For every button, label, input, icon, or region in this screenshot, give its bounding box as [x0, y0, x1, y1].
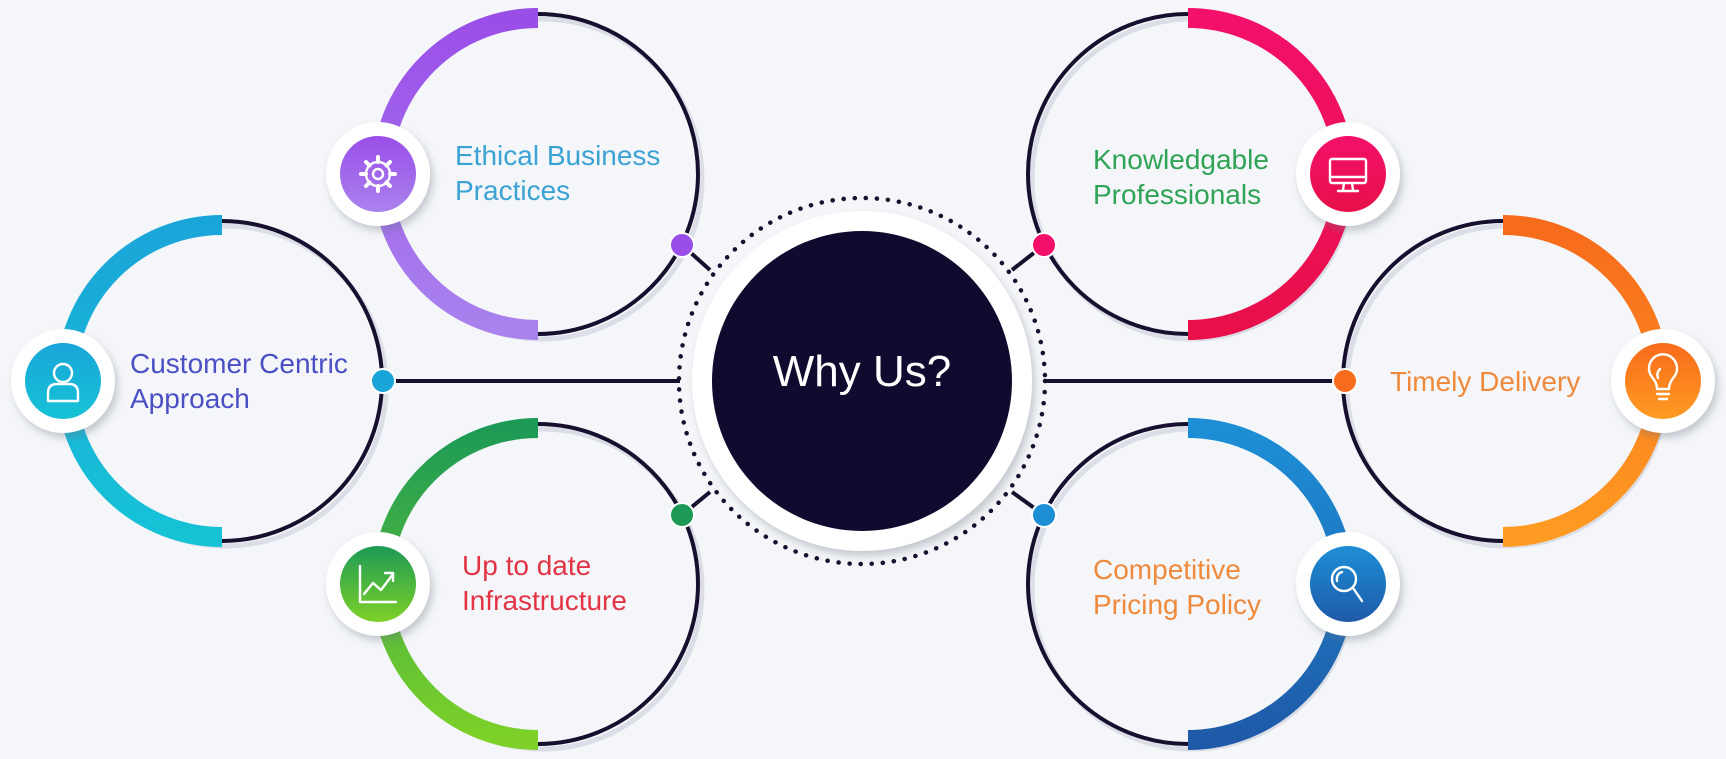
- search-icon: [1330, 565, 1364, 603]
- label-line: Pricing Policy: [1093, 589, 1262, 620]
- user-icon: [46, 362, 80, 403]
- node-up-to-date-infrastructure: [326, 418, 705, 752]
- label-line: Up to date: [462, 550, 592, 581]
- node-label-competitive-pricing-policy: Competitive Pricing Policy: [1093, 552, 1261, 622]
- label-line: Infrastructure: [462, 585, 627, 616]
- node-customer-centric-approach: [11, 215, 396, 549]
- label-line: Practices: [455, 175, 571, 206]
- center-disc: [712, 231, 1012, 531]
- connector-dot: [1031, 232, 1057, 258]
- icon-disc: [1310, 546, 1386, 622]
- node-label-up-to-date-infrastructure: Up to date Infrastructure: [462, 548, 627, 618]
- node-label-knowledgable-professionals: Knowledgable Professionals: [1093, 142, 1269, 212]
- growth-chart-icon: [358, 564, 398, 604]
- connector-dot: [1332, 368, 1358, 394]
- label-line: Customer Centric: [130, 348, 348, 379]
- center-title: Why Us?: [772, 347, 952, 396]
- label-line: Timely Delivery: [1390, 366, 1581, 397]
- label-line: Knowledgable: [1093, 144, 1269, 175]
- icon-disc: [340, 136, 416, 212]
- center-hub: [676, 195, 1048, 567]
- label-line: Professionals: [1093, 179, 1262, 210]
- connector-dot: [1031, 502, 1057, 528]
- connector-dot: [370, 368, 396, 394]
- center-dotted-ring: [676, 195, 1048, 567]
- icon-disc: [340, 546, 416, 622]
- node-label-timely-delivery: Timely Delivery: [1390, 364, 1580, 399]
- icon-disc: [1625, 343, 1701, 419]
- connector-dot: [669, 502, 695, 528]
- icon-disc: [1310, 136, 1386, 212]
- gear-icon: [359, 155, 397, 193]
- node-competitive-pricing-policy: [1026, 418, 1400, 752]
- monitor-icon: [1328, 157, 1368, 193]
- node-timely-delivery: [1332, 215, 1715, 549]
- node-label-customer-centric-approach: Customer Centric Approach: [130, 346, 348, 416]
- node-label-ethical-business-practices: Ethical Business Practices: [455, 138, 660, 208]
- node-knowledgable-professionals: [1026, 8, 1400, 342]
- node-rings: [11, 8, 1715, 752]
- label-line: Competitive: [1093, 554, 1241, 585]
- node-ethical-business-practices: [326, 8, 705, 342]
- label-line: Ethical Business: [455, 140, 661, 171]
- label-line: Approach: [130, 383, 250, 414]
- lightbulb-icon: [1647, 353, 1679, 401]
- connector-dot: [669, 232, 695, 258]
